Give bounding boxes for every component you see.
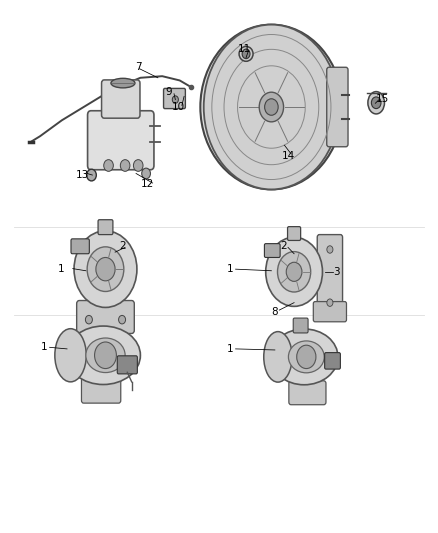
Circle shape xyxy=(74,231,137,308)
Ellipse shape xyxy=(288,341,324,373)
Circle shape xyxy=(87,169,96,181)
Circle shape xyxy=(172,96,178,103)
Circle shape xyxy=(120,160,130,171)
Ellipse shape xyxy=(270,329,338,385)
Text: 1: 1 xyxy=(226,264,233,273)
FancyBboxPatch shape xyxy=(102,80,140,118)
Ellipse shape xyxy=(264,332,292,382)
Circle shape xyxy=(327,299,333,306)
FancyBboxPatch shape xyxy=(265,244,280,257)
FancyBboxPatch shape xyxy=(288,227,300,240)
Text: 13: 13 xyxy=(76,169,89,180)
Circle shape xyxy=(85,316,92,324)
Circle shape xyxy=(134,160,143,171)
Text: 3: 3 xyxy=(334,267,340,277)
Ellipse shape xyxy=(55,329,86,382)
Text: 1: 1 xyxy=(58,264,64,273)
Circle shape xyxy=(96,257,115,281)
FancyBboxPatch shape xyxy=(289,381,326,405)
Circle shape xyxy=(87,247,124,292)
Ellipse shape xyxy=(66,326,141,384)
Ellipse shape xyxy=(86,338,125,373)
FancyBboxPatch shape xyxy=(77,301,134,334)
FancyBboxPatch shape xyxy=(317,235,343,317)
Circle shape xyxy=(286,262,302,281)
Circle shape xyxy=(371,97,381,109)
Text: 1: 1 xyxy=(226,344,233,354)
Circle shape xyxy=(119,316,126,324)
Circle shape xyxy=(242,49,250,59)
Text: 12: 12 xyxy=(140,179,154,189)
FancyBboxPatch shape xyxy=(313,302,346,322)
Ellipse shape xyxy=(200,25,343,189)
Circle shape xyxy=(95,342,117,368)
Ellipse shape xyxy=(111,78,135,88)
FancyBboxPatch shape xyxy=(163,88,185,109)
FancyBboxPatch shape xyxy=(98,220,113,235)
Circle shape xyxy=(278,252,311,292)
Text: 1: 1 xyxy=(41,342,48,352)
Text: 8: 8 xyxy=(272,306,278,317)
Circle shape xyxy=(104,160,113,171)
FancyBboxPatch shape xyxy=(293,318,308,333)
Circle shape xyxy=(266,237,322,306)
Text: 14: 14 xyxy=(281,151,295,161)
Circle shape xyxy=(297,345,316,368)
Circle shape xyxy=(327,246,333,253)
Ellipse shape xyxy=(368,92,385,114)
Text: 2: 2 xyxy=(280,241,287,251)
Text: 10: 10 xyxy=(172,102,185,112)
FancyBboxPatch shape xyxy=(117,356,138,374)
Circle shape xyxy=(204,25,339,189)
Text: 11: 11 xyxy=(238,44,251,53)
Circle shape xyxy=(142,168,150,179)
FancyBboxPatch shape xyxy=(327,67,348,147)
FancyBboxPatch shape xyxy=(81,377,121,403)
Text: 9: 9 xyxy=(166,87,172,97)
Text: 7: 7 xyxy=(135,62,141,72)
Text: 15: 15 xyxy=(376,94,389,104)
FancyBboxPatch shape xyxy=(71,239,89,254)
Text: 2: 2 xyxy=(119,241,125,251)
FancyBboxPatch shape xyxy=(325,353,340,369)
Ellipse shape xyxy=(239,46,253,61)
Circle shape xyxy=(265,99,278,115)
Circle shape xyxy=(259,92,283,122)
FancyBboxPatch shape xyxy=(88,111,154,169)
